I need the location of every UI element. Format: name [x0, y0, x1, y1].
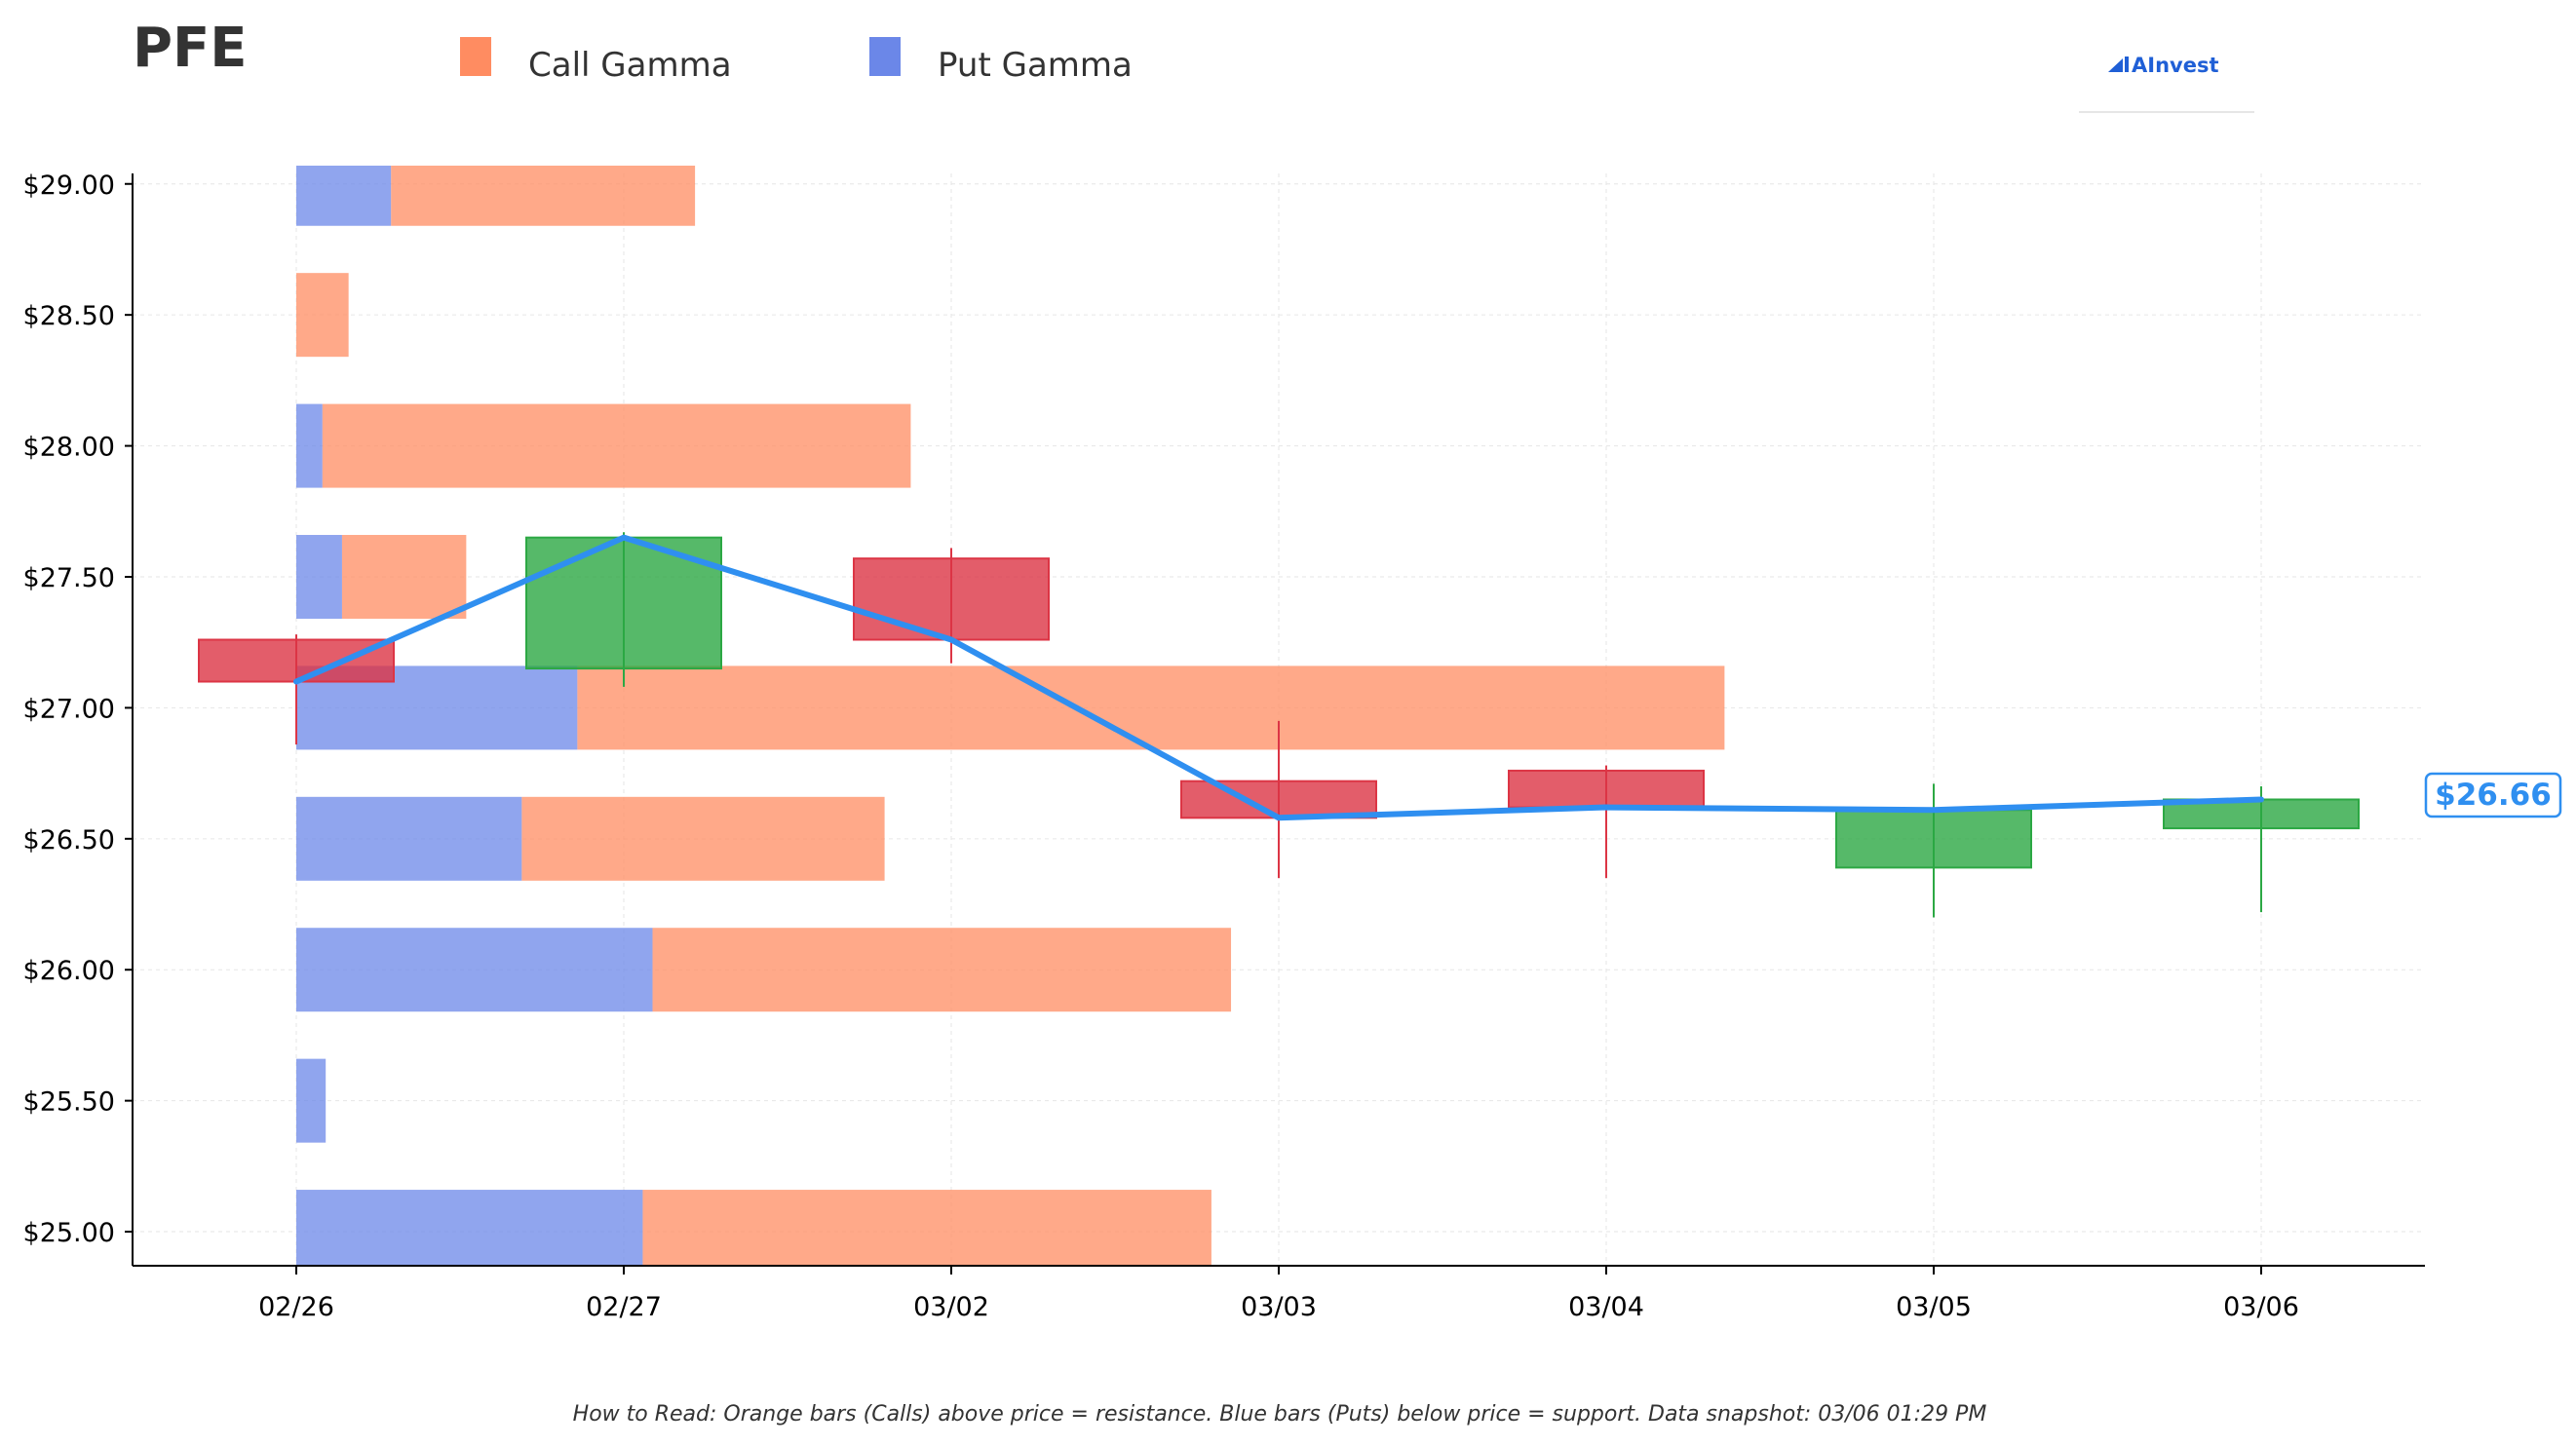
call-gamma-bar-3 [341, 534, 467, 619]
x-tick-label-4: 03/04 [1568, 1292, 1644, 1322]
put-gamma-bar-7 [296, 1058, 327, 1143]
current-price-tag: $26.66 [2424, 772, 2562, 818]
y-tick-label-2: $26.00 [23, 956, 115, 986]
y-tick-label-8: $29.00 [23, 171, 115, 201]
call-gamma-bar-5 [521, 796, 885, 881]
candle-body-4 [1508, 769, 1705, 809]
y-tick-label-4: $27.00 [23, 694, 115, 724]
brand-logo-text: AInvest [2132, 54, 2219, 77]
legend: Call Gamma Put Gamma [460, 37, 1133, 85]
call-gamma-bar-1 [296, 273, 349, 358]
y-tick-label-0: $25.00 [23, 1218, 115, 1248]
x-tick-label-6: 03/06 [2223, 1292, 2299, 1322]
legend-label-call: Call Gamma [528, 46, 732, 85]
y-tick-label-5: $27.50 [23, 563, 115, 593]
ainvest-logo-icon [2108, 57, 2129, 72]
brand-logo: AInvest [2079, 54, 2254, 113]
call-gamma-bar-8 [642, 1190, 1211, 1266]
legend-swatch-call [460, 37, 491, 76]
y-ticks: $25.00 $25.50 $26.00 $26.50 $27.00 $27.50 $28.… [23, 171, 133, 1248]
close-price-line [293, 534, 2264, 821]
y-tick-label-3: $26.50 [23, 825, 115, 856]
current-price-label: $26.66 [2435, 778, 2552, 813]
put-gamma-bar-3 [296, 534, 342, 619]
call-gamma-bar-6 [652, 928, 1232, 1012]
gamma-bars [296, 166, 1725, 1266]
candle-body-2 [853, 557, 1050, 641]
price-line-layer [293, 534, 2264, 821]
x-ticks: 02/26 02/27 03/02 03/03 03/04 03/05 03/06 [258, 1266, 2299, 1322]
put-gamma-bar-5 [296, 796, 522, 881]
footnote: How to Read: Orange bars (Calls) above p… [573, 1402, 1987, 1427]
y-tick-label-1: $25.50 [23, 1087, 115, 1118]
call-gamma-bar-0 [391, 166, 696, 226]
x-tick-label-1: 02/27 [586, 1292, 662, 1322]
call-gamma-bar-2 [322, 403, 911, 488]
candle-body-3 [1180, 780, 1377, 819]
chart-title: PFE [133, 17, 248, 80]
x-tick-label-2: 03/02 [913, 1292, 989, 1322]
x-tick-label-3: 03/03 [1241, 1292, 1317, 1322]
current-price-box [2424, 772, 2562, 818]
put-gamma-bar-6 [296, 928, 653, 1012]
put-gamma-bar-0 [296, 166, 392, 226]
legend-label-put: Put Gamma [938, 46, 1133, 85]
candle-body-5 [1835, 809, 2032, 869]
x-tick-label-0: 02/26 [258, 1292, 334, 1322]
x-tick-label-5: 03/05 [1896, 1292, 1972, 1322]
y-tick-label-7: $28.50 [23, 301, 115, 331]
put-gamma-bar-8 [296, 1190, 643, 1266]
candle-body-0 [198, 638, 395, 683]
call-gamma-bar-4 [577, 666, 1725, 750]
put-gamma-bar-2 [296, 403, 323, 488]
y-tick-label-6: $28.00 [23, 433, 115, 463]
legend-swatch-put [869, 37, 901, 76]
